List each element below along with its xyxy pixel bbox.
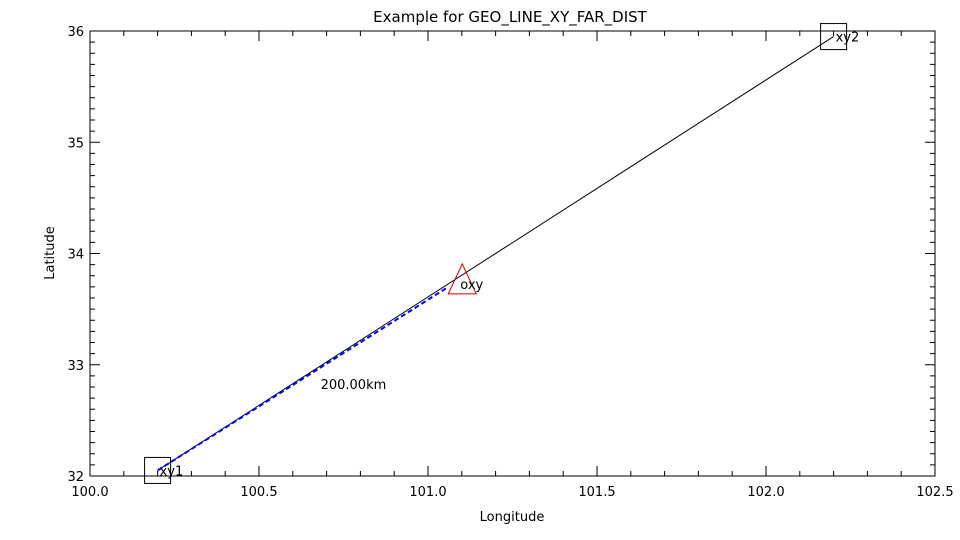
x-axis-label: Longitude xyxy=(480,510,545,525)
x-tick-label: 100.5 xyxy=(240,485,277,500)
full-line-line xyxy=(157,36,834,471)
x-tick-label: 101.5 xyxy=(578,485,615,500)
x-tick-label: 100.0 xyxy=(71,485,108,500)
x-tick-label: 102.0 xyxy=(747,485,784,500)
axis-ticks: 100.0 100.5 101.0 101.5 102.0 102.5 32 33 34 35 36 xyxy=(67,25,953,500)
far-dist-segment-line xyxy=(157,286,449,472)
marker-xy2-square xyxy=(820,23,848,51)
distance-annotation: 200.00km xyxy=(321,378,387,393)
y-tick-label: 35 xyxy=(67,136,84,151)
y-tick-label: 34 xyxy=(67,248,84,263)
data-layer: xy1 xy2 oxy 200.00km xyxy=(144,23,860,484)
y-tick-label: 36 xyxy=(67,25,84,40)
marker-xy1-label: xy1 xyxy=(160,464,184,479)
marker-xy1-square xyxy=(144,456,172,484)
chart-title: Example for GEO_LINE_XY_FAR_DIST xyxy=(373,8,647,27)
marker-xy2-label: xy2 xyxy=(836,31,860,46)
marker-oxy-triangle xyxy=(447,262,478,295)
x-tick-label: 102.5 xyxy=(916,485,953,500)
y-tick-label: 33 xyxy=(67,359,84,374)
y-tick-label: 32 xyxy=(67,470,84,485)
plot-frame xyxy=(89,30,936,477)
marker-oxy-label: oxy xyxy=(460,278,483,293)
y-axis-label: Latitude xyxy=(43,226,58,280)
x-tick-label: 101.0 xyxy=(409,485,446,500)
